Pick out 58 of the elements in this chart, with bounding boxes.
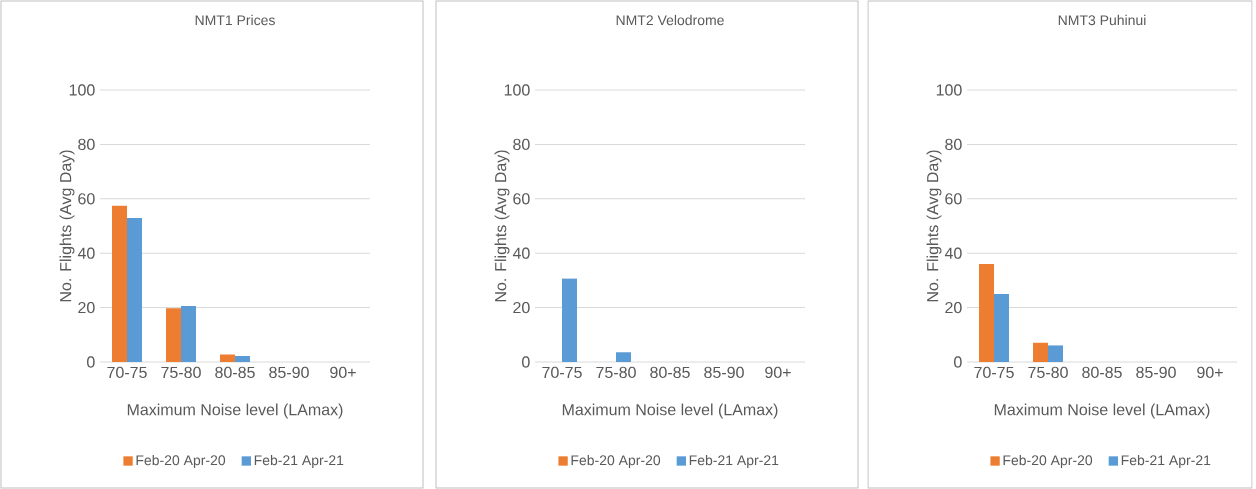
chart-title: NMT3 Puhinui bbox=[1058, 14, 1146, 26]
chart-title: NMT1 Prices bbox=[195, 14, 275, 26]
bar bbox=[1033, 342, 1049, 362]
bar bbox=[127, 218, 142, 362]
x-axis-title: Maximum Noise level (LAmax) bbox=[127, 403, 343, 419]
x-tick-label: 85-90 bbox=[269, 366, 309, 379]
y-tick-label: 80 bbox=[513, 138, 530, 151]
y-tick-label: 60 bbox=[513, 193, 530, 205]
legend-label: Feb-20 Apr-20 bbox=[1003, 454, 1093, 468]
y-tick-label: 0 bbox=[954, 356, 962, 368]
legend-label: Feb-20 Apr-20 bbox=[571, 454, 661, 468]
x-axis-title: Maximum Noise level (LAmax) bbox=[562, 403, 778, 419]
x-tick-label: 80-85 bbox=[215, 366, 255, 379]
x-axis-title: Maximum Noise level (LAmax) bbox=[994, 403, 1210, 419]
x-tick-label: 70-75 bbox=[107, 366, 147, 379]
x-tick-label: 80-85 bbox=[650, 366, 690, 379]
y-axis-title: No. Flights (Avg Day) bbox=[59, 150, 75, 302]
x-tick-label: 80-85 bbox=[1082, 366, 1122, 379]
bar bbox=[979, 264, 995, 362]
bar bbox=[166, 308, 182, 362]
x-tick-label: 85-90 bbox=[704, 366, 744, 379]
y-tick-label: 100 bbox=[936, 84, 962, 96]
y-tick-label: 80 bbox=[945, 138, 962, 151]
y-axis-title: No. Flights (Avg Day) bbox=[494, 150, 510, 302]
y-tick-label: 60 bbox=[78, 193, 95, 205]
x-tick-label: 75-80 bbox=[1028, 366, 1068, 379]
chart-title: NMT2 Velodrome bbox=[616, 14, 724, 26]
y-tick-label: 20 bbox=[945, 301, 962, 314]
x-tick-label: 90+ bbox=[765, 366, 791, 379]
y-tick-label: 0 bbox=[522, 356, 530, 368]
bar bbox=[180, 305, 196, 362]
legend-label: Feb-20 Apr-20 bbox=[136, 454, 226, 468]
bar bbox=[1048, 345, 1064, 362]
legend-label: Feb-21 Apr-21 bbox=[254, 454, 344, 468]
y-tick-label: 80 bbox=[78, 138, 95, 151]
x-tick-label: 70-75 bbox=[542, 366, 582, 379]
y-tick-label: 100 bbox=[504, 84, 530, 96]
x-tick-label: 75-80 bbox=[596, 366, 636, 379]
legend-label: Feb-21 Apr-21 bbox=[1121, 454, 1211, 468]
y-tick-label: 0 bbox=[87, 356, 95, 368]
bar bbox=[234, 356, 250, 362]
x-tick-label: 70-75 bbox=[974, 366, 1014, 379]
y-tick-label: 60 bbox=[945, 193, 962, 205]
y-tick-label: 20 bbox=[513, 301, 530, 314]
y-tick-label: 40 bbox=[944, 247, 962, 259]
x-tick-label: 90+ bbox=[330, 366, 356, 379]
y-tick-label: 40 bbox=[77, 247, 95, 259]
bar bbox=[994, 294, 1009, 362]
bar bbox=[220, 354, 236, 362]
legend-label: Feb-21 Apr-21 bbox=[689, 454, 779, 468]
x-tick-label: 85-90 bbox=[1136, 366, 1176, 379]
y-axis-title: No. Flights (Avg Day) bbox=[926, 150, 942, 302]
x-tick-label: 90+ bbox=[1197, 366, 1223, 379]
y-tick-label: 40 bbox=[512, 247, 530, 259]
y-tick-label: 100 bbox=[69, 84, 95, 96]
y-tick-label: 20 bbox=[78, 301, 95, 314]
bar bbox=[112, 205, 128, 362]
x-tick-label: 75-80 bbox=[161, 366, 201, 379]
